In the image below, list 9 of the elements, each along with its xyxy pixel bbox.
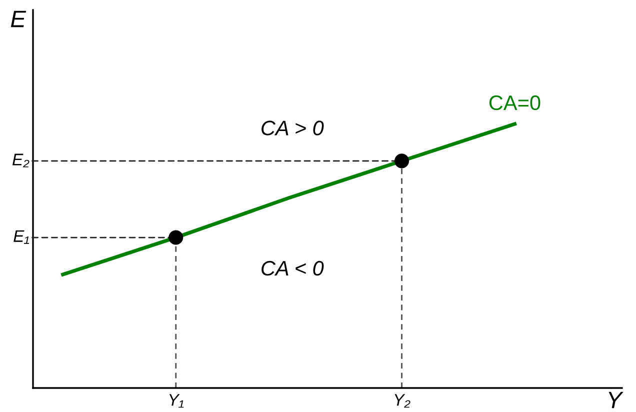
x-tick-label: Y₁: [169, 394, 184, 408]
series-label: CA=0: [489, 95, 540, 110]
x-tick-label: Y₂: [394, 394, 410, 408]
annotation: CA < 0: [262, 260, 324, 276]
annotation: CA > 0: [262, 120, 324, 136]
x-axis-title: Y: [608, 392, 624, 408]
annotation: E₁: [14, 230, 30, 244]
annotation: E₂: [12, 154, 30, 168]
y-axis-title: E: [10, 10, 26, 28]
